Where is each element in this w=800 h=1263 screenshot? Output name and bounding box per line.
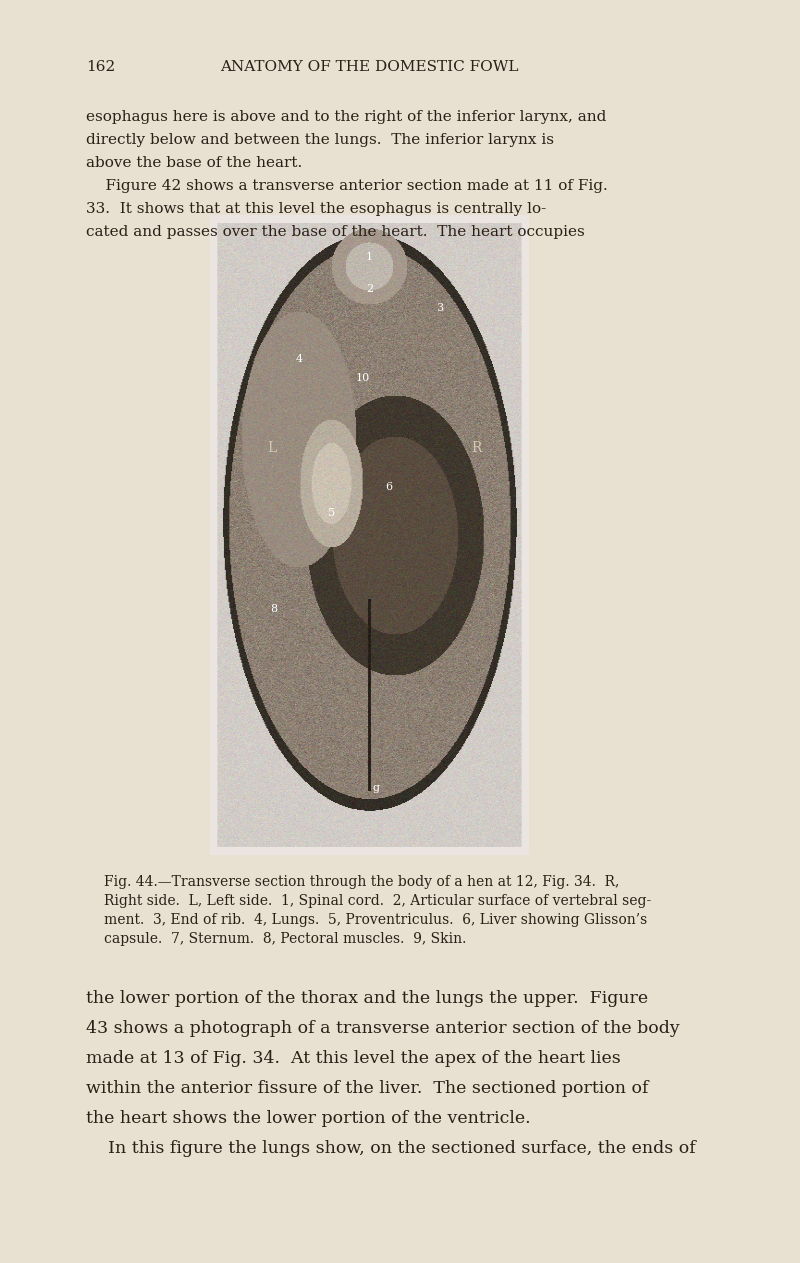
Text: g: g bbox=[373, 783, 379, 793]
Text: 162: 162 bbox=[86, 61, 115, 75]
Text: 4: 4 bbox=[296, 354, 303, 364]
Text: Right side.  L, Left side.  1, Spinal cord.  2, Articular surface of vertebral s: Right side. L, Left side. 1, Spinal cord… bbox=[104, 894, 651, 908]
Text: ANATOMY OF THE DOMESTIC FOWL: ANATOMY OF THE DOMESTIC FOWL bbox=[220, 61, 518, 75]
Text: the lower portion of the thorax and the lungs the upper.  Figure: the lower portion of the thorax and the … bbox=[86, 990, 648, 1007]
Text: Fig. 44.—Transverse section through the body of a hen at 12, Fig. 34.  R,: Fig. 44.—Transverse section through the … bbox=[104, 875, 620, 889]
Text: 2: 2 bbox=[366, 284, 373, 294]
Text: made at 13 of Fig. 34.  At this level the apex of the heart lies: made at 13 of Fig. 34. At this level the… bbox=[86, 1050, 621, 1067]
Text: capsule.  7, Sternum.  8, Pectoral muscles.  9, Skin.: capsule. 7, Sternum. 8, Pectoral muscles… bbox=[104, 932, 466, 946]
Text: R: R bbox=[471, 441, 482, 455]
Text: within the anterior fissure of the liver.  The sectioned portion of: within the anterior fissure of the liver… bbox=[86, 1080, 648, 1098]
Text: 6: 6 bbox=[385, 482, 392, 493]
Text: cated and passes over the base of the heart.  The heart occupies: cated and passes over the base of the he… bbox=[86, 225, 585, 239]
Text: 33.  It shows that at this level the esophagus is centrally lo-: 33. It shows that at this level the esop… bbox=[86, 202, 546, 216]
Text: esophagus here is above and to the right of the inferior larynx, and: esophagus here is above and to the right… bbox=[86, 110, 606, 124]
Text: ment.  3, End of rib.  4, Lungs.  5, Proventriculus.  6, Liver showing Glisson’s: ment. 3, End of rib. 4, Lungs. 5, Proven… bbox=[104, 913, 647, 927]
Text: 43 shows a photograph of a transverse anterior section of the body: 43 shows a photograph of a transverse an… bbox=[86, 1021, 679, 1037]
Text: the heart shows the lower portion of the ventricle.: the heart shows the lower portion of the… bbox=[86, 1110, 530, 1127]
Text: 3: 3 bbox=[436, 303, 443, 313]
Text: directly below and between the lungs.  The inferior larynx is: directly below and between the lungs. Th… bbox=[86, 133, 554, 147]
Text: 5: 5 bbox=[328, 508, 335, 518]
Text: 10: 10 bbox=[356, 374, 370, 384]
Text: above the base of the heart.: above the base of the heart. bbox=[86, 157, 302, 171]
Text: 8: 8 bbox=[270, 604, 278, 614]
Text: L: L bbox=[268, 441, 277, 455]
Text: Figure 42 shows a transverse anterior section made at 11 of Fig.: Figure 42 shows a transverse anterior se… bbox=[86, 179, 607, 193]
Text: In this figure the lungs show, on the sectioned surface, the ends of: In this figure the lungs show, on the se… bbox=[86, 1140, 695, 1157]
Text: 1: 1 bbox=[366, 251, 373, 261]
